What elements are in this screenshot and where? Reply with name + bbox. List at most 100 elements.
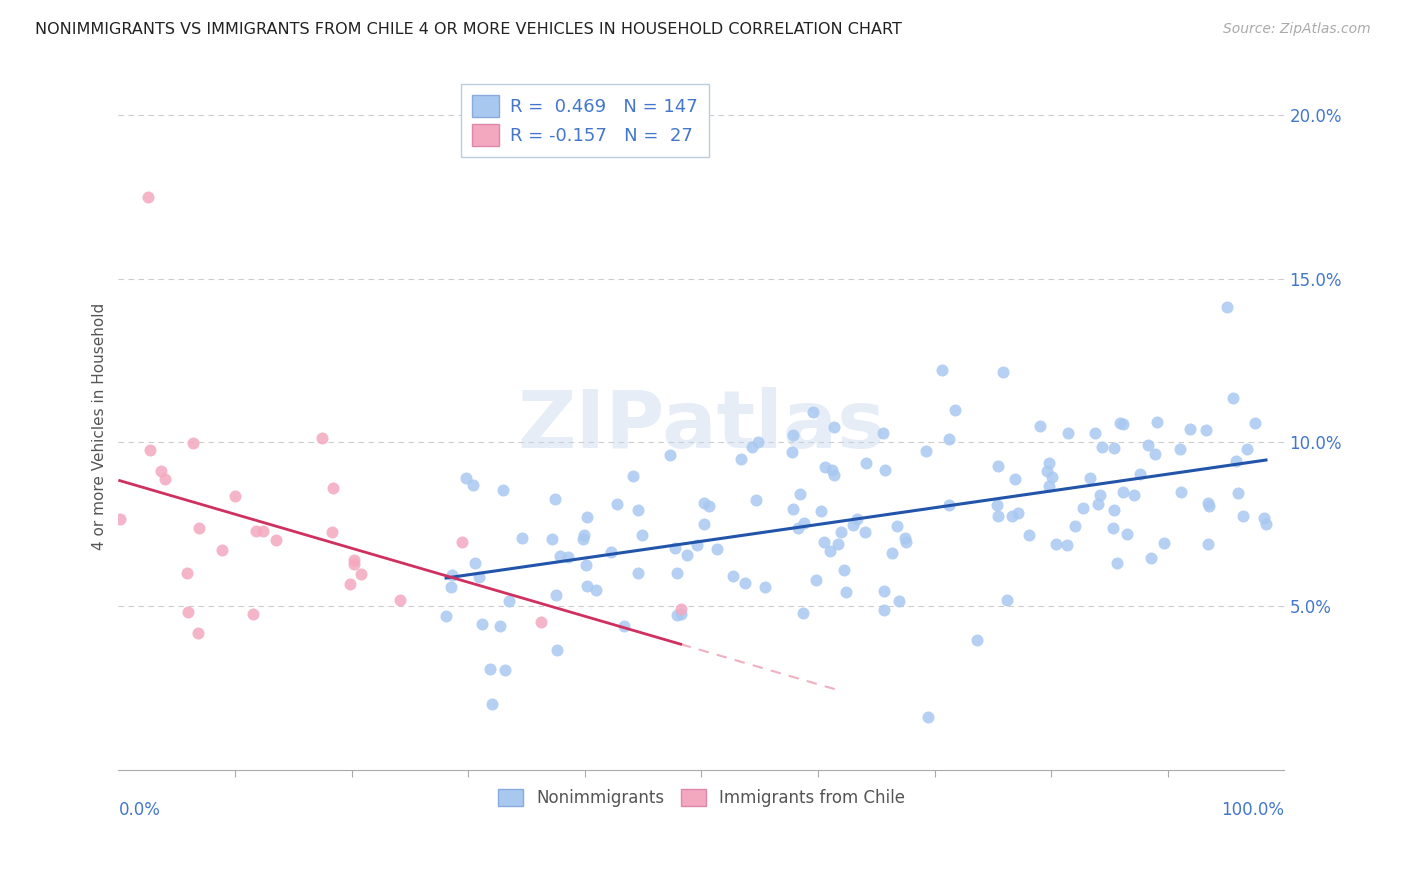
Point xyxy=(789,487,811,501)
Point xyxy=(914,444,936,458)
Point xyxy=(544,492,567,507)
Point xyxy=(814,460,837,475)
Point xyxy=(1018,528,1040,542)
Point xyxy=(734,575,756,590)
Point xyxy=(1215,300,1237,314)
Point xyxy=(492,483,515,497)
Point xyxy=(434,609,457,624)
Point xyxy=(627,503,650,517)
Text: ZIPatlas: ZIPatlas xyxy=(517,387,886,465)
Point xyxy=(454,471,477,485)
Point xyxy=(745,493,768,508)
Point xyxy=(139,443,162,458)
Point xyxy=(498,594,520,608)
Point xyxy=(1178,422,1201,436)
Point xyxy=(659,448,682,462)
Point xyxy=(873,584,896,599)
Point xyxy=(706,541,728,556)
Point xyxy=(723,568,745,582)
Point xyxy=(830,524,852,539)
Point xyxy=(512,532,534,546)
Point xyxy=(187,626,209,640)
Legend: Nonimmigrants, Immigrants from Chile: Nonimmigrants, Immigrants from Chile xyxy=(491,782,912,814)
Point xyxy=(575,509,598,524)
Point xyxy=(873,602,896,616)
Point xyxy=(872,426,894,441)
Point xyxy=(621,468,644,483)
Point xyxy=(1116,527,1139,541)
Point xyxy=(343,557,366,571)
Point xyxy=(669,602,692,616)
Point xyxy=(889,594,911,608)
Point xyxy=(252,524,274,539)
Point xyxy=(1038,456,1060,470)
Point xyxy=(478,662,501,676)
Point xyxy=(792,606,814,620)
Point xyxy=(782,502,804,516)
Point xyxy=(1153,536,1175,550)
Point xyxy=(1108,417,1130,431)
Point xyxy=(1225,454,1247,468)
Point xyxy=(1227,486,1250,500)
Point xyxy=(1137,438,1160,452)
Point xyxy=(548,549,571,563)
Point xyxy=(987,459,1010,474)
Point xyxy=(530,615,553,629)
Point xyxy=(150,464,173,478)
Point xyxy=(464,556,486,570)
Point xyxy=(388,593,411,607)
Point xyxy=(1056,538,1078,552)
Point xyxy=(1102,441,1125,455)
Point xyxy=(786,521,808,535)
Point xyxy=(1045,537,1067,551)
Point xyxy=(350,567,373,582)
Text: Source: ZipAtlas.com: Source: ZipAtlas.com xyxy=(1223,22,1371,37)
Point xyxy=(894,531,917,545)
Point xyxy=(1004,472,1026,486)
Point xyxy=(585,582,607,597)
Point xyxy=(693,517,716,532)
Point xyxy=(311,431,333,445)
Point xyxy=(810,504,832,518)
Point xyxy=(557,550,579,565)
Point xyxy=(686,538,709,552)
Point xyxy=(991,365,1014,379)
Point xyxy=(1168,442,1191,456)
Point xyxy=(801,405,824,419)
Point xyxy=(842,518,865,533)
Point xyxy=(136,189,159,203)
Point xyxy=(827,537,849,551)
Point xyxy=(665,608,688,623)
Point xyxy=(754,580,776,594)
Text: 0.0%: 0.0% xyxy=(118,801,160,819)
Point xyxy=(855,456,877,470)
Point xyxy=(1038,479,1060,493)
Point xyxy=(938,432,960,446)
Point xyxy=(820,463,842,477)
Point xyxy=(671,607,693,621)
Point xyxy=(834,563,856,577)
Point xyxy=(627,566,650,580)
Point xyxy=(211,542,233,557)
Point xyxy=(489,618,512,632)
Point xyxy=(572,527,595,541)
Text: 100.0%: 100.0% xyxy=(1222,801,1285,819)
Point xyxy=(1129,467,1152,481)
Point xyxy=(187,521,209,535)
Point xyxy=(823,420,845,434)
Point xyxy=(938,498,960,512)
Point xyxy=(1078,471,1101,485)
Point xyxy=(1073,500,1095,515)
Point xyxy=(1232,509,1254,524)
Point xyxy=(730,452,752,467)
Point xyxy=(1253,511,1275,525)
Point xyxy=(546,643,568,657)
Point xyxy=(804,574,827,588)
Point xyxy=(823,467,845,482)
Point xyxy=(468,570,491,584)
Point xyxy=(664,541,686,555)
Point xyxy=(880,546,903,560)
Point xyxy=(896,534,918,549)
Point xyxy=(321,524,343,539)
Point xyxy=(1000,509,1022,524)
